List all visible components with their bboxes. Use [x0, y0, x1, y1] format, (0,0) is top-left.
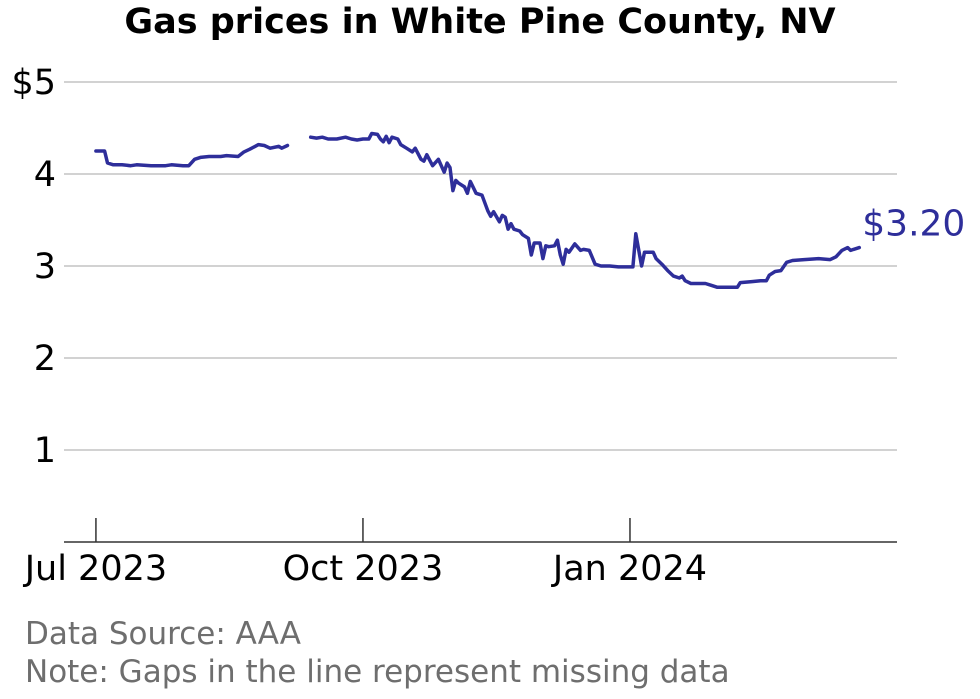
- x-tick-label-2: Jan 2024: [551, 549, 707, 589]
- x-tick-label-0: Jul 2023: [23, 549, 167, 589]
- y-tick-label-3: 3: [34, 247, 56, 287]
- y-tick-label-4: 4: [34, 155, 56, 195]
- x-axis: [64, 518, 897, 543]
- chart-title: Gas prices in White Pine County, NV: [124, 2, 836, 42]
- missing-data-note: Note: Gaps in the line represent missing…: [25, 654, 730, 690]
- y-tick-label-5: $5: [11, 63, 56, 103]
- price-series: [94, 131, 862, 289]
- x-tick-label-1: Oct 2023: [283, 549, 444, 589]
- x-tick-labels: Jul 2023 Oct 2023 Jan 2024: [23, 549, 707, 589]
- y-tick-label-1: 1: [34, 431, 56, 471]
- y-tick-label-2: 2: [34, 339, 56, 379]
- end-price-label: $3.20: [862, 204, 965, 245]
- data-source-note: Data Source: AAA: [25, 616, 301, 652]
- end-label-layer: $3.20: [862, 204, 965, 245]
- series-line-segment-1: [94, 142, 290, 168]
- gridlines: [64, 81, 897, 451]
- series-line-segment-2: [308, 131, 862, 289]
- y-axis: 1 2 3 4 $5: [11, 63, 56, 471]
